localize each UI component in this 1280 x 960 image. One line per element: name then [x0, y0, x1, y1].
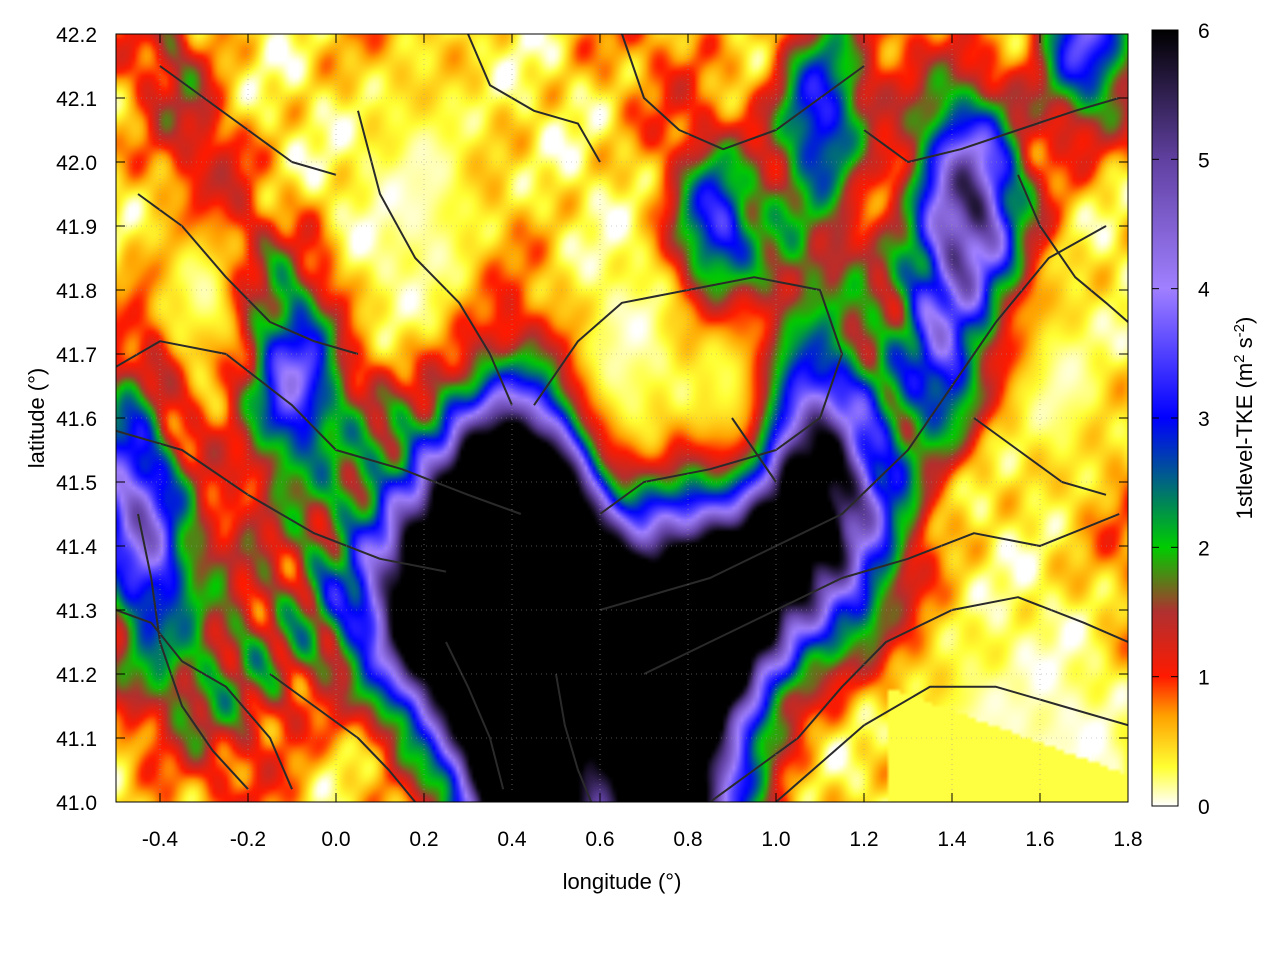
y-tick-label: 41.5 — [56, 472, 97, 495]
y-tick-label: 41.4 — [56, 536, 97, 559]
colorbar-ticks: 0 1 2 3 4 5 6 — [1152, 20, 1210, 819]
x-tick-label: 0.0 — [321, 828, 350, 851]
contour-line — [269, 673, 416, 802]
contour-line — [599, 225, 1107, 611]
y-tick-label: 41.0 — [56, 792, 97, 815]
colorbar-tick-label: 1 — [1198, 667, 1210, 690]
colorbar-tick-label: 2 — [1198, 537, 1210, 560]
colorbar-tick-label: 4 — [1198, 279, 1210, 302]
terrain-contours — [116, 34, 1128, 802]
contour-line — [357, 110, 513, 406]
x-tick-label: 0.6 — [585, 828, 614, 851]
x-tick-label: 0.4 — [497, 828, 527, 851]
colorbar-tick-label: 0 — [1198, 796, 1210, 819]
x-tick-label: -0.2 — [230, 828, 266, 851]
contour-line — [775, 685, 1128, 802]
x-axis-label: longitude (°) — [563, 869, 682, 894]
x-tick-label: 1.4 — [937, 828, 967, 851]
contour-line — [643, 513, 1120, 675]
colorbar-tick-label: 6 — [1198, 20, 1210, 43]
y-tick-label: 41.8 — [56, 280, 97, 303]
y-axis-label: latitude (°) — [24, 368, 49, 469]
x-tick-label: 1.6 — [1025, 828, 1054, 851]
x-tick-label: -0.4 — [142, 828, 179, 851]
contour-line — [621, 34, 865, 151]
y-tick-label: 41.3 — [56, 600, 97, 623]
y-tick-label: 42.2 — [56, 24, 97, 47]
contour-line — [533, 276, 843, 515]
contour-line — [731, 417, 777, 483]
x-axis-ticks: -0.4 -0.2 0.0 0.2 0.4 0.6 0.8 1.0 1.2 1.4 1.6 1.8 — [142, 34, 1143, 851]
y-tick-label: 41.7 — [56, 344, 97, 367]
colorbar-label: 1stlevel-TKE (m2 s-2) — [1231, 317, 1257, 520]
y-tick-label: 42.1 — [56, 88, 97, 111]
contour-line — [116, 429, 447, 573]
colorbar-tick-label: 5 — [1198, 149, 1210, 172]
x-tick-label: 1.8 — [1113, 828, 1142, 851]
y-tick-label: 41.1 — [56, 728, 97, 751]
contour-line — [116, 609, 293, 790]
contour-line — [1017, 174, 1128, 323]
x-tick-label: 0.2 — [409, 828, 438, 851]
y-tick-label: 41.2 — [56, 664, 97, 687]
contour-line — [973, 417, 1107, 496]
x-tick-label: 1.0 — [761, 828, 790, 851]
y-tick-label: 41.9 — [56, 216, 97, 239]
contour-line — [445, 641, 505, 790]
y-axis-ticks: 41.0 41.1 41.2 41.3 41.4 41.5 41.6 41.7 41.8 41.9… — [56, 24, 1128, 815]
y-tick-label: 42.0 — [56, 152, 97, 175]
y-tick-label: 41.6 — [56, 408, 97, 431]
contour-line — [467, 34, 601, 163]
x-tick-label: 1.2 — [849, 828, 878, 851]
colorbar-tick-label: 3 — [1198, 408, 1210, 431]
x-tick-label: 0.8 — [673, 828, 702, 851]
contour-line — [863, 97, 1120, 163]
contour-line — [709, 596, 1128, 802]
contour-line — [555, 673, 593, 802]
contour-line — [116, 340, 522, 515]
grid-lines — [116, 34, 1128, 802]
